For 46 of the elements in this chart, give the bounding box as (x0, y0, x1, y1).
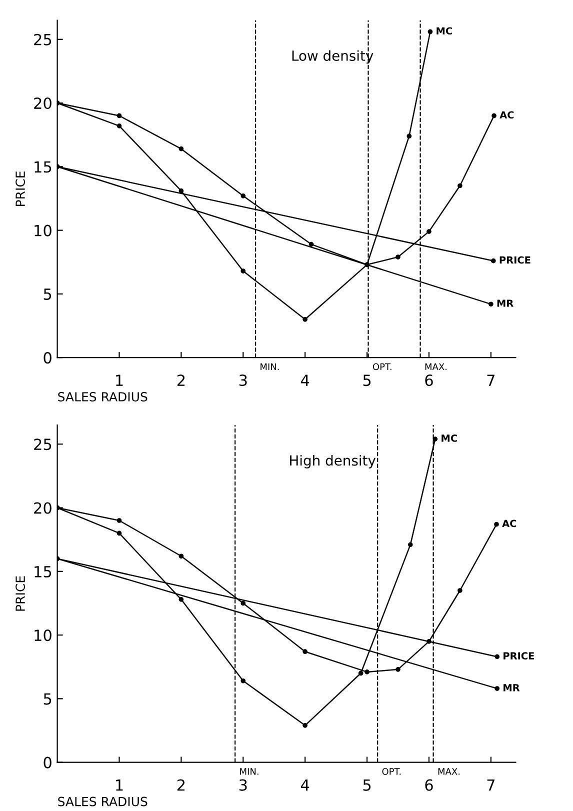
y-tick-label: 20 (34, 97, 52, 110)
x-tick-label: 7 (487, 374, 494, 386)
y-tick-label: 0 (44, 352, 52, 364)
x-axis-title: SALES RADIUS (58, 796, 148, 806)
x-axis-title: SALES RADIUS (58, 392, 148, 402)
series-label: AC (500, 111, 514, 119)
x-tick-label: 4 (300, 779, 310, 791)
text: High density (290, 454, 376, 468)
y-tick-label: 20 (34, 502, 52, 514)
y-tick-label: 25 (34, 34, 52, 46)
x-tick-label: 3 (239, 779, 247, 791)
x-tick-label: 6 (425, 374, 433, 386)
series-label: AC (502, 520, 516, 528)
y-tick-label: 15 (34, 161, 52, 173)
y-tick-label: 10 (34, 224, 52, 236)
x-tick-label: 5 (363, 779, 371, 791)
y-axis-title: PRICE (16, 576, 26, 611)
y-tick-label: 5 (44, 288, 52, 300)
series-label: MC (442, 434, 457, 442)
series-label: MR (504, 684, 520, 692)
y-tick-label: 10 (34, 630, 52, 642)
x-tick-label: 4 (300, 374, 310, 386)
ref-line-label: MAX. (438, 768, 460, 775)
ref-line-label: OPT. (382, 768, 401, 775)
x-tick-label: 1 (116, 374, 123, 386)
series-label: PRICE (500, 256, 530, 264)
text: Low density (292, 50, 374, 64)
x-tick-label: 2 (177, 374, 185, 386)
ref-line-label: MIN. (260, 363, 279, 370)
series-label: MC (436, 27, 452, 35)
y-tick-label: 0 (44, 756, 52, 768)
ref-line-label: MAX. (425, 363, 447, 370)
ref-line-label: MIN. (240, 768, 258, 775)
y-tick-label: 15 (34, 566, 52, 578)
y-axis-title: PRICE (16, 171, 26, 206)
ref-line-label: OPT. (372, 363, 392, 370)
x-tick-label: 3 (239, 374, 247, 386)
x-tick-label: 7 (487, 779, 494, 791)
x-tick-label: 1 (116, 779, 123, 791)
x-tick-label: 5 (363, 374, 371, 386)
x-tick-label: 2 (177, 779, 185, 791)
series-label: MR (497, 300, 514, 307)
y-tick-label: 25 (34, 438, 52, 450)
x-tick-label: 6 (425, 779, 433, 791)
series-label: PRICE (504, 652, 534, 660)
y-tick-label: 5 (44, 693, 52, 705)
